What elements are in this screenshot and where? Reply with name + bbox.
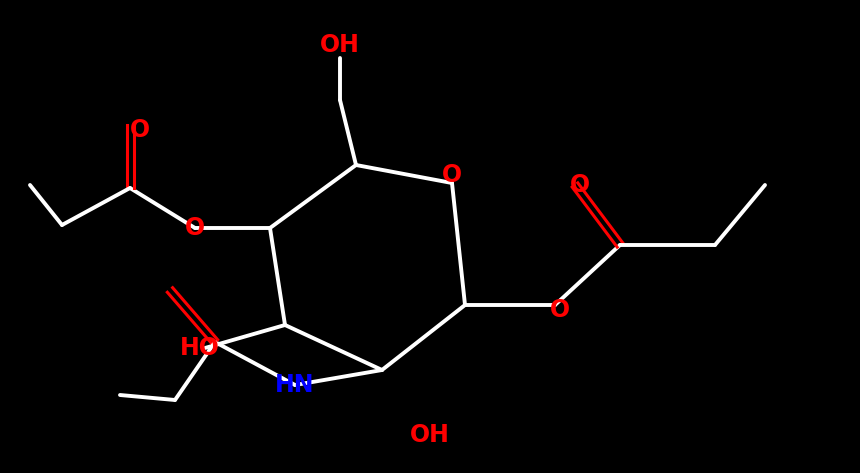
Text: O: O (185, 216, 205, 240)
Text: O: O (570, 173, 590, 197)
Text: HN: HN (275, 373, 315, 397)
Text: OH: OH (320, 33, 360, 57)
Text: HO: HO (180, 336, 220, 360)
Text: O: O (550, 298, 570, 322)
Text: OH: OH (410, 423, 450, 447)
Text: O: O (442, 163, 462, 187)
Text: O: O (130, 118, 150, 142)
